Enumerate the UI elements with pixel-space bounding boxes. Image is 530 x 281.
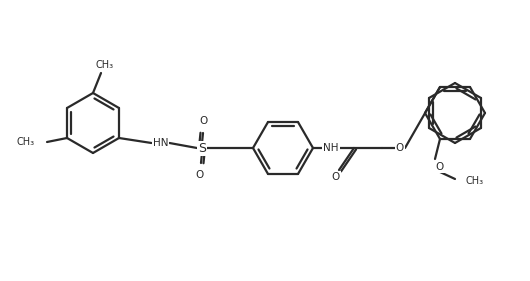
Text: S: S: [198, 142, 206, 155]
Text: O: O: [436, 162, 444, 172]
Text: O: O: [196, 170, 204, 180]
Text: CH₃: CH₃: [465, 176, 483, 186]
Text: O: O: [200, 116, 208, 126]
Text: CH₃: CH₃: [17, 137, 35, 147]
Text: HN: HN: [153, 138, 168, 148]
Text: CH₃: CH₃: [96, 60, 114, 70]
Text: O: O: [396, 143, 404, 153]
Text: O: O: [332, 172, 340, 182]
Text: NH: NH: [323, 143, 339, 153]
